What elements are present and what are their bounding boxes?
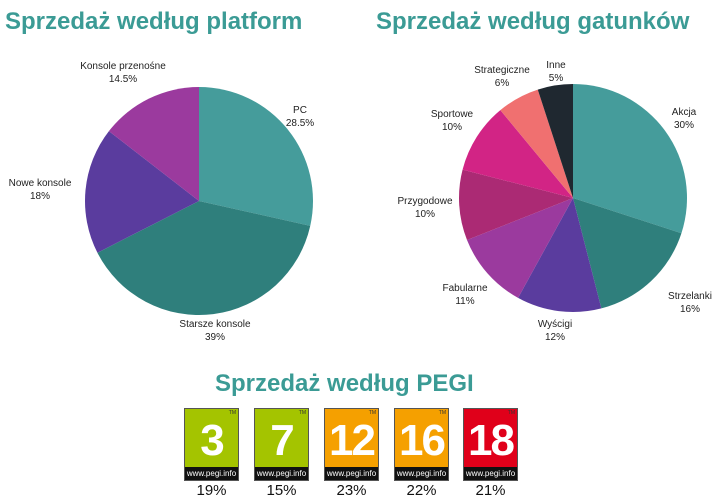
pegi-7-percent: 15% xyxy=(266,482,297,499)
slice-label-value: 14.5% xyxy=(108,74,138,85)
pegi-url: www.pegi.info xyxy=(255,467,308,480)
pie-slice-fabularne xyxy=(467,198,573,298)
pegi-rating: 16 xyxy=(399,416,446,465)
pie-slice-strategiczne xyxy=(500,89,573,198)
slice-label-name: Przygodowe xyxy=(397,196,453,207)
pegi-3-badge: 3 TM www.pegi.info xyxy=(184,408,239,481)
slice-label-name: Fabularne xyxy=(442,283,488,294)
pie-slice-pc xyxy=(199,87,313,226)
pegi-18-badge: 18 TM www.pegi.info xyxy=(463,408,518,481)
slice-label-name: Akcja xyxy=(671,107,697,118)
slice-label: Konsole przenośne 14.5% xyxy=(80,60,166,86)
pegi-7-badge: 7 TM www.pegi.info xyxy=(254,408,309,481)
slice-label-name: Sportowe xyxy=(430,109,474,120)
slice-label-name: Nowe konsole xyxy=(8,178,72,189)
slice-label-name: Strzelanki xyxy=(668,291,712,302)
slice-label-value: 10% xyxy=(441,122,462,133)
pegi-18-percent: 21% xyxy=(475,482,506,499)
genre-chart-title: Sprzedaż według gatunków xyxy=(376,8,690,35)
slice-label: Strategiczne 6% xyxy=(474,64,530,90)
pegi-rating: 3 xyxy=(200,416,224,465)
pie-slice-przygodowe xyxy=(458,169,573,240)
trademark: TM xyxy=(438,410,446,416)
slice-label-name: Inne xyxy=(546,60,566,71)
slice-label-name: Wyścigi xyxy=(537,319,573,330)
pegi-url: www.pegi.info xyxy=(464,467,517,480)
pegi-16-percent: 22% xyxy=(406,482,437,499)
slice-label-value: 10% xyxy=(414,209,435,220)
slice-label-value: 5% xyxy=(548,73,564,84)
pie-slice-sportowe xyxy=(462,110,573,198)
pie-slice-inne xyxy=(537,84,573,198)
trademark: TM xyxy=(507,410,515,416)
pie-slice-wyścigi xyxy=(518,198,602,313)
trademark: TM xyxy=(368,410,376,416)
pie-slice-starsze-konsole xyxy=(97,201,311,315)
slice-label: Wyścigi 12% xyxy=(538,318,572,344)
slice-label-value: 12% xyxy=(544,332,566,343)
slice-label-value: 28.5% xyxy=(285,118,315,129)
slice-label: Inne 5% xyxy=(546,59,565,85)
pegi-rating: 18 xyxy=(468,416,515,465)
slice-label: Przygodowe 10% xyxy=(397,195,452,221)
pegi-title: Sprzedaż według PEGI xyxy=(215,370,474,397)
trademark: TM xyxy=(228,410,236,416)
pegi-url: www.pegi.info xyxy=(325,467,378,480)
slice-label: Sportowe 10% xyxy=(431,108,473,134)
platform-chart-title: Sprzedaż według platform xyxy=(5,8,303,35)
slice-label: Strzelanki 16% xyxy=(668,290,712,316)
pegi-rating: 7 xyxy=(270,416,294,465)
slice-label-value: 30% xyxy=(673,120,695,131)
pegi-12-percent: 23% xyxy=(336,482,367,499)
pegi-url: www.pegi.info xyxy=(185,467,238,480)
slice-label-name: PC xyxy=(293,105,307,116)
slice-label-value: 16% xyxy=(679,304,700,315)
pegi-3-percent: 19% xyxy=(196,482,227,499)
slice-label-value: 18% xyxy=(29,191,50,202)
slice-label: Akcja 30% xyxy=(672,106,696,132)
pie-slice-konsole-przenośne xyxy=(108,87,199,201)
slice-label-value: 39% xyxy=(204,332,225,343)
slice-label-name: Starsze konsole xyxy=(179,319,251,330)
slice-label-value: 6% xyxy=(494,78,510,89)
pegi-12-badge: 12 TM www.pegi.info xyxy=(324,408,379,481)
pie-slice-nowe-konsole xyxy=(85,131,199,253)
pie-slice-akcja xyxy=(573,84,688,234)
pie-slice-strzelanki xyxy=(573,198,682,309)
slice-label: Nowe konsole 18% xyxy=(9,177,72,203)
slice-label: Starsze konsole 39% xyxy=(179,318,250,344)
slice-label-name: Strategiczne xyxy=(474,65,530,76)
trademark: TM xyxy=(298,410,306,416)
slice-label-name: Konsole przenośne xyxy=(80,61,166,72)
slice-label: PC 28.5% xyxy=(286,104,314,130)
slice-label: Fabularne 11% xyxy=(442,282,487,308)
pegi-rating: 12 xyxy=(329,416,376,465)
slice-label-value: 11% xyxy=(455,296,475,307)
pegi-16-badge: 16 TM www.pegi.info xyxy=(394,408,449,481)
pegi-url: www.pegi.info xyxy=(395,467,448,480)
